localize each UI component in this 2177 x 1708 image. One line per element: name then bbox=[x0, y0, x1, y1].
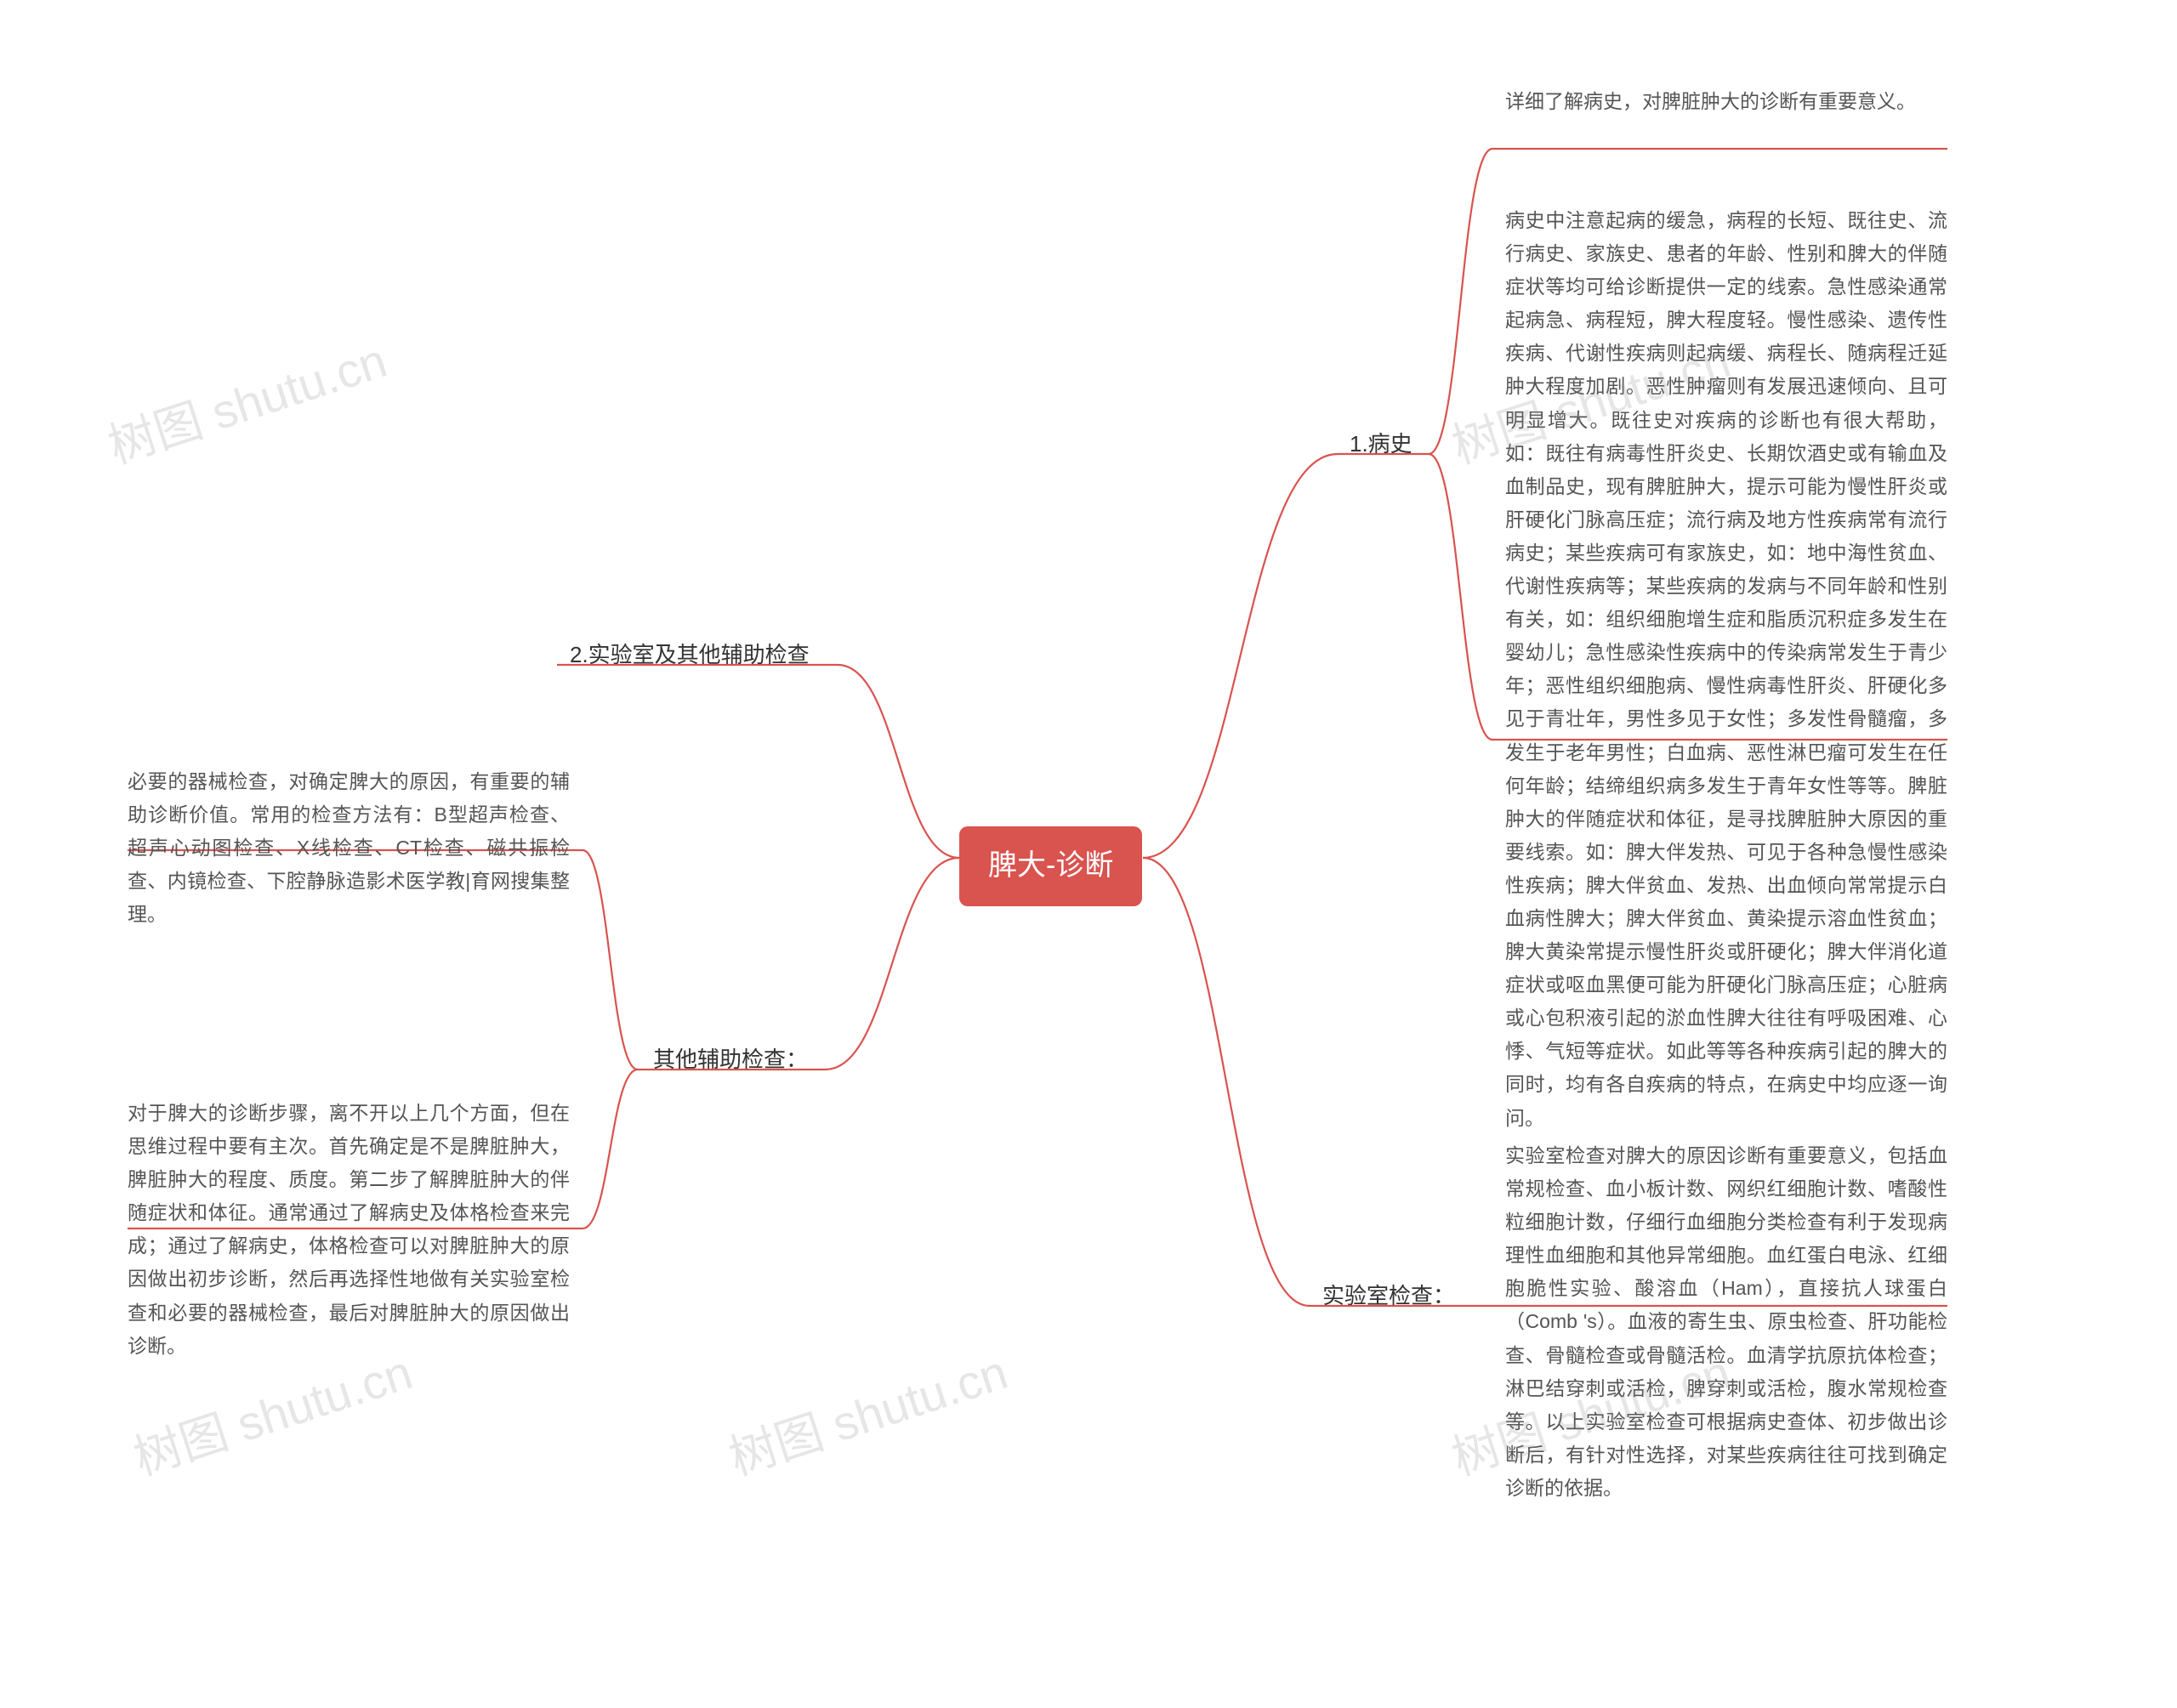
history-leaf-0: 详细了解病史，对脾脏肿大的诊断有重要意义。 bbox=[1505, 85, 1947, 118]
history-leaf-1: 病史中注意起病的缓急，病程的长短、既往史、流行病史、家族史、患者的年龄、性别和脾… bbox=[1505, 204, 1947, 1135]
aux-leaf-0: 必要的器械检查，对确定脾大的原因，有重要的辅助诊断价值。常用的检查方法有：B型超… bbox=[128, 765, 570, 931]
watermark-2: 树图 shutu.cn bbox=[719, 1335, 1015, 1490]
lab-leaf-0: 实验室检查对脾大的原因诊断有重要意义，包括血常规检查、血小板计数、网织红细胞计数… bbox=[1505, 1139, 1947, 1505]
branch-history-label: 1.病史 bbox=[1350, 425, 1412, 462]
center-node: 脾大-诊断 bbox=[959, 826, 1142, 906]
branch-aux-label: 其他辅助检查： bbox=[653, 1041, 808, 1078]
watermark-0: 树图 shutu.cn bbox=[99, 323, 395, 478]
aux-leaf-1: 对于脾大的诊断步骤，离不开以上几个方面，但在思维过程中要有主次。首先确定是不是脾… bbox=[128, 1097, 570, 1363]
branch-lab-aux-heading-label: 2.实验室及其他辅助检查 bbox=[570, 636, 810, 673]
branch-lab-label: 实验室检查： bbox=[1322, 1277, 1455, 1314]
